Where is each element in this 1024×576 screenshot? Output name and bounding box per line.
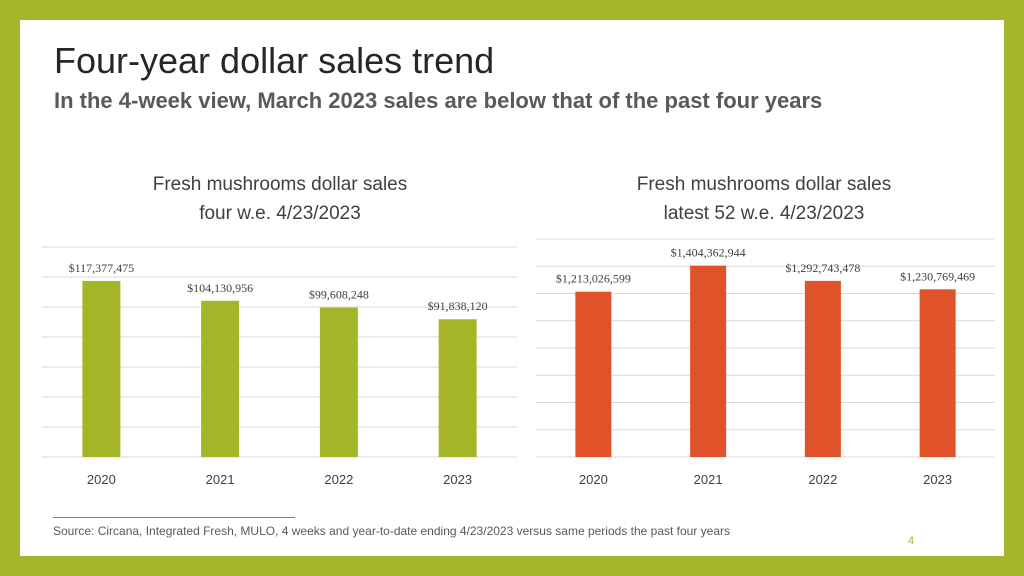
chart-2-x-tick-2022: 2022	[808, 472, 837, 487]
page-number: 4	[908, 535, 915, 547]
chart-2-bar-2022	[804, 280, 841, 457]
chart-2-bar-2023	[919, 289, 956, 457]
chart-1-data-label-2021: $104,130,956	[187, 281, 253, 295]
chart-2-data-label-2022: $1,292,743,478	[785, 261, 860, 275]
source-divider	[53, 517, 295, 518]
chart-1-data-label-2022: $99,608,248	[309, 288, 369, 302]
chart-1-four-week-sales: $117,377,475 2020 $104,130,956 2021 $99,608,…	[42, 246, 517, 487]
chart-1-title-line2: four w.e. 4/23/2023	[199, 203, 361, 224]
slide: Four-year dollar sales trend In the 4-we…	[20, 20, 1004, 556]
source-note: Source: Circana, Integrated Fresh, MULO,…	[53, 524, 731, 538]
chart-1-bar-2022	[319, 307, 358, 457]
chart-2-x-tick-2020: 2020	[579, 472, 608, 487]
chart-1-title-line1: Fresh mushrooms dollar sales	[152, 174, 408, 195]
chart-1-data-label-2020: $117,377,475	[69, 261, 135, 275]
chart-2-data-label-2020: $1,213,026,599	[556, 272, 631, 286]
chart-1-x-tick-2022: 2022	[324, 472, 353, 487]
chart-2-title: Fresh mushrooms dollar sales latest 52 w…	[584, 170, 944, 228]
slide-title: Four-year dollar sales trend	[54, 40, 495, 81]
chart-2-bar-2020	[575, 291, 612, 457]
chart-1-x-tick-2020: 2020	[87, 472, 116, 487]
slide-subtitle: In the 4-week view, March 2023 sales are…	[54, 88, 823, 113]
chart-1-data-label-2023: $91,838,120	[428, 299, 488, 313]
chart-1-bar-2021	[201, 300, 240, 457]
chart-1-x-tick-2023: 2023	[443, 472, 472, 487]
chart-1-title: Fresh mushrooms dollar sales four w.e. 4…	[100, 170, 460, 228]
chart-1-bar-2020	[82, 280, 121, 457]
chart-2-title-line1: Fresh mushrooms dollar sales	[636, 174, 892, 195]
chart-2-52-week-sales: $1,213,026,599 2020 $1,404,362,944 2021 $1,2…	[536, 238, 995, 487]
chart-2-bar-2021	[690, 265, 727, 457]
chart-2-x-tick-2023: 2023	[923, 472, 952, 487]
chart-2-data-label-2023: $1,230,769,469	[900, 269, 975, 283]
chart-2-title-line2: latest 52 w.e. 4/23/2023	[663, 203, 865, 224]
chart-2-x-tick-2021: 2021	[694, 472, 723, 487]
chart-1-x-tick-2021: 2021	[206, 472, 235, 487]
chart-1-bar-2023	[438, 319, 477, 457]
chart-2-data-label-2021: $1,404,362,944	[671, 246, 746, 260]
